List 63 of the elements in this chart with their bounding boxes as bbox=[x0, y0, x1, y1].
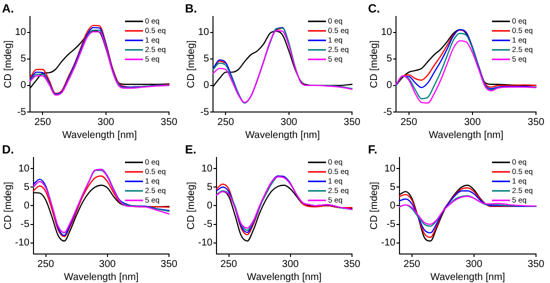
y-tick-label: 5 bbox=[386, 54, 393, 65]
x-axis-title: Wavelength [nm] bbox=[428, 130, 504, 141]
chart-title: D. bbox=[2, 142, 14, 157]
x-tick-label: 250 bbox=[404, 258, 421, 270]
y-tick-label: 0 bbox=[386, 80, 393, 92]
x-tick-label: 250 bbox=[34, 116, 52, 128]
y-tick-label: 0 bbox=[390, 200, 396, 212]
y-axis-title: CD [mdeg] bbox=[2, 40, 14, 88]
y-tick-label: -5 bbox=[17, 106, 27, 118]
y-tick-label: 5 bbox=[20, 54, 27, 65]
x-axis-title: Wavelength [nm] bbox=[246, 272, 322, 283]
y-tick-label: 5 bbox=[204, 54, 210, 65]
chart-title: A. bbox=[2, 2, 14, 16]
x-axis-title: Wavelength [nm] bbox=[245, 130, 320, 141]
x-axis-title: Wavelength [nm] bbox=[62, 130, 138, 141]
y-tick-label: 0 bbox=[20, 80, 27, 92]
x-tick-label: 250 bbox=[217, 116, 235, 128]
y-tick-label: 0 bbox=[204, 80, 210, 92]
y-tick-label: 5 bbox=[206, 182, 213, 193]
y-tick-label: 0 bbox=[24, 200, 30, 212]
y-tick-label: -10 bbox=[198, 238, 213, 249]
x-tick-label: 300 bbox=[99, 258, 116, 270]
y-tick-label: -5 bbox=[200, 106, 210, 118]
y-axis-title: CD [mdeg] bbox=[2, 182, 14, 230]
chart-title: F. bbox=[368, 142, 378, 157]
x-tick-label: 300 bbox=[280, 116, 298, 128]
x-axis-title: Wavelength [nm] bbox=[64, 272, 139, 283]
x-tick-label: 350 bbox=[344, 116, 361, 128]
x-tick-label: 250 bbox=[220, 258, 238, 270]
y-tick-label: -10 bbox=[15, 238, 30, 249]
y-tick-label: 10 bbox=[198, 27, 210, 38]
x-tick-label: 350 bbox=[528, 116, 545, 128]
y-tick-label: 5 bbox=[390, 182, 396, 193]
y-tick-label: 10 bbox=[384, 163, 396, 174]
x-tick-label: 250 bbox=[37, 258, 55, 270]
y-tick-label: 10 bbox=[18, 163, 30, 174]
y-tick-label: -5 bbox=[386, 219, 396, 230]
y-axis-title: CD [mdeg] bbox=[368, 182, 380, 230]
y-axis-title: CD [mdeg] bbox=[368, 40, 380, 88]
chart-title: E. bbox=[185, 142, 196, 157]
chart-title: B. bbox=[185, 2, 197, 16]
x-tick-label: 300 bbox=[464, 116, 482, 128]
chart-title: C. bbox=[368, 2, 380, 16]
x-tick-label: 300 bbox=[282, 258, 300, 270]
y-tick-label: 10 bbox=[381, 27, 393, 38]
x-tick-label: 350 bbox=[160, 116, 178, 128]
y-tick-label: 0 bbox=[206, 200, 213, 212]
x-tick-label: 350 bbox=[528, 258, 545, 270]
y-axis-title: CD [mdeg] bbox=[186, 182, 197, 230]
x-tick-label: 300 bbox=[98, 116, 115, 128]
y-tick-label: -10 bbox=[381, 238, 396, 249]
y-tick-label: 10 bbox=[201, 163, 213, 174]
y-tick-label: -5 bbox=[20, 219, 30, 230]
x-tick-label: 250 bbox=[400, 116, 418, 128]
y-tick-label: -5 bbox=[383, 106, 393, 118]
y-tick-label: -5 bbox=[204, 219, 213, 230]
x-tick-label: 300 bbox=[466, 258, 483, 270]
x-axis-title: Wavelength [nm] bbox=[430, 272, 506, 283]
y-tick-label: 5 bbox=[24, 182, 30, 193]
y-tick-label: 10 bbox=[15, 27, 27, 38]
x-tick-label: 350 bbox=[160, 258, 178, 270]
x-tick-label: 350 bbox=[344, 258, 361, 270]
y-axis-title: CD [mdeg] bbox=[186, 40, 197, 88]
